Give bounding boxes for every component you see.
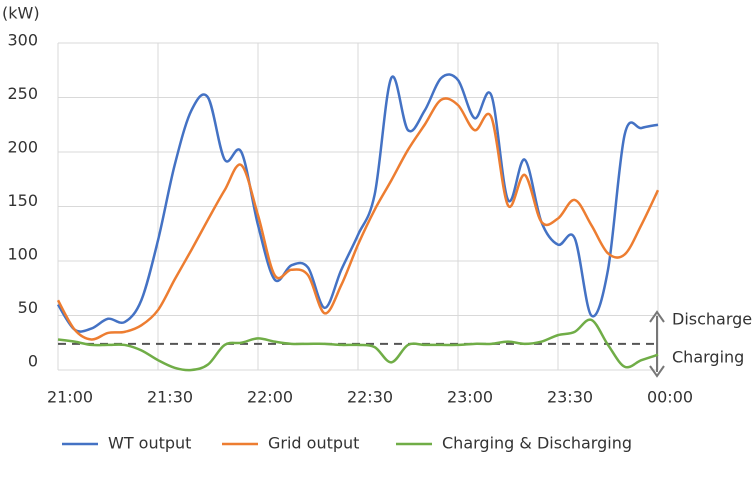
y-tick-label: 300 [7, 31, 38, 50]
y-tick-label: 150 [7, 191, 38, 210]
charge-arrow [649, 310, 665, 378]
legend-label: Grid output [268, 434, 359, 453]
annotation: Charging [672, 348, 744, 367]
x-tick-label: 23:30 [547, 388, 593, 407]
x-tick-label: 21:30 [147, 388, 193, 407]
y-tick-label: 0 [28, 352, 38, 371]
y-tick-label: 100 [7, 245, 38, 264]
x-tick-label: 22:00 [247, 388, 293, 407]
series-line [56, 97, 660, 341]
y-tick-label: 50 [18, 298, 38, 317]
y-tick-label: 250 [7, 84, 38, 103]
x-tick-label: 00:00 [647, 388, 693, 407]
x-tick-label: 23:00 [447, 388, 493, 407]
y-unit-label: (kW) [2, 4, 40, 23]
x-tick-label: 22:30 [347, 388, 393, 407]
x-tick-label: 21:00 [47, 388, 93, 407]
series-line [57, 318, 659, 372]
series-line [56, 73, 659, 333]
legend-label: Charging & Discharging [442, 434, 632, 453]
legend-label: WT output [108, 434, 191, 453]
y-tick-label: 200 [7, 138, 38, 157]
annotation: Discharge [672, 310, 752, 329]
